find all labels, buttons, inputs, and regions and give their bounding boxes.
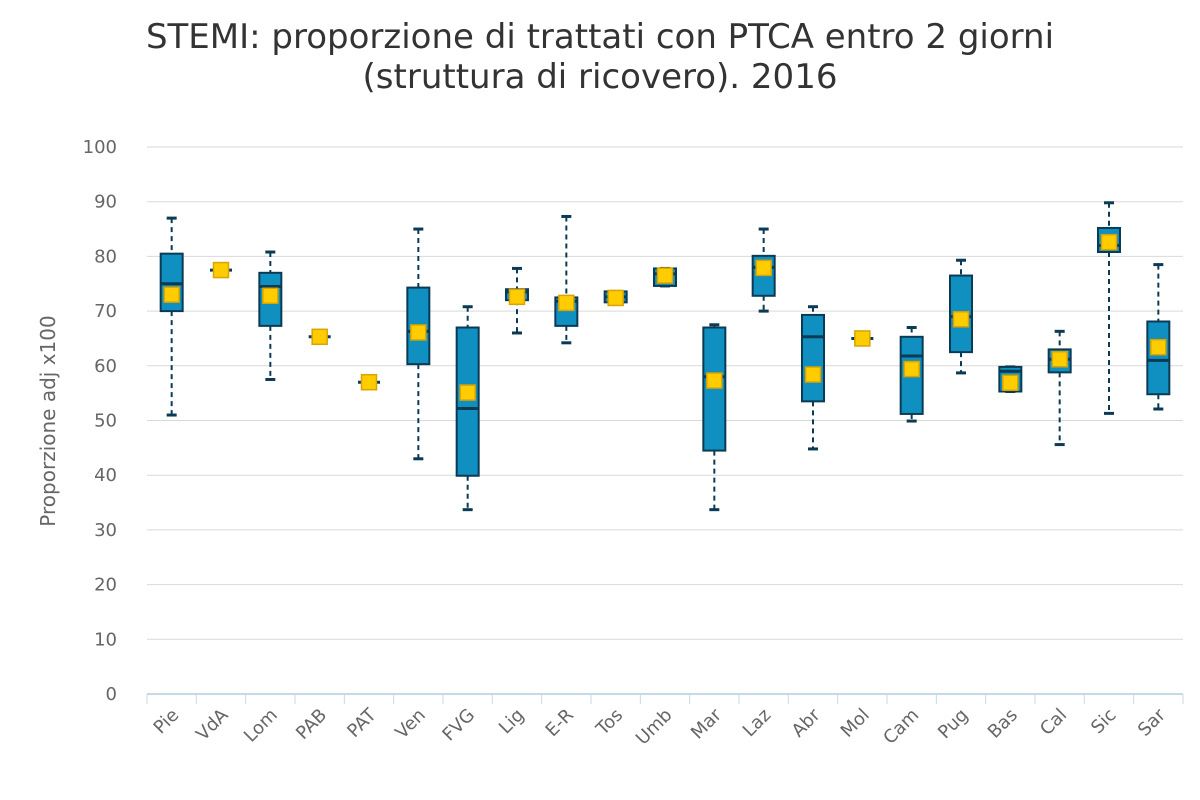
chart-title-line-1: STEMI: proporzione di trattati con PTCA … bbox=[146, 17, 1054, 57]
box-Sic bbox=[1097, 201, 1121, 415]
x-tick-label: Cal bbox=[1036, 705, 1071, 740]
x-tick-label: Mol bbox=[837, 705, 874, 742]
x-tick-label: Cam bbox=[879, 705, 923, 749]
gridlines bbox=[147, 146, 1183, 640]
mean-marker bbox=[262, 287, 279, 305]
x-tick-label: PAB bbox=[292, 705, 331, 744]
x-tick-label: Abr bbox=[788, 704, 825, 741]
mean-marker bbox=[1051, 350, 1068, 368]
x-tick-label: Pie bbox=[150, 705, 184, 739]
x-axis bbox=[146, 693, 1184, 704]
mean-marker bbox=[952, 311, 970, 328]
mean-marker bbox=[163, 286, 180, 303]
y-tick-label: 90 bbox=[94, 192, 117, 213]
x-tick-label: Sar bbox=[1134, 704, 1170, 740]
box-PAT bbox=[358, 373, 380, 391]
mean-marker bbox=[311, 328, 328, 346]
y-tick-label: 40 bbox=[94, 465, 117, 486]
y-tick-label: 0 bbox=[106, 684, 117, 705]
x-tick-label: E-R bbox=[542, 705, 578, 741]
x-tick-label: FVG bbox=[438, 705, 479, 746]
y-axis-label: Proporzione adj x100 bbox=[36, 315, 60, 526]
x-tick-label: Mar bbox=[687, 704, 726, 743]
box-Bas bbox=[998, 365, 1023, 394]
x-tick-label: Sic bbox=[1087, 705, 1120, 738]
y-tick-label: 10 bbox=[94, 629, 117, 650]
box-Pug bbox=[949, 258, 973, 375]
mean-marker bbox=[706, 372, 723, 389]
mean-marker bbox=[903, 360, 920, 378]
mean-marker bbox=[558, 294, 575, 312]
x-tick-label: Tos bbox=[592, 705, 628, 741]
box-Laz bbox=[751, 227, 776, 313]
chart-title-line-2: (struttura di ricovero). 2016 bbox=[363, 57, 838, 97]
mean-marker bbox=[459, 384, 476, 401]
x-tick-label: PAT bbox=[343, 704, 381, 742]
y-tick-label: 30 bbox=[94, 520, 117, 541]
box-VdA bbox=[210, 261, 232, 279]
box-Sar bbox=[1146, 263, 1171, 411]
mean-marker bbox=[804, 366, 822, 383]
box-Cal bbox=[1047, 329, 1072, 447]
y-tick-label: 80 bbox=[94, 246, 117, 267]
box-Ven bbox=[406, 227, 431, 461]
box-Tos bbox=[603, 289, 628, 307]
mean-marker bbox=[854, 330, 871, 347]
mean-marker bbox=[1150, 338, 1167, 356]
x-tick-label: Ven bbox=[391, 705, 429, 743]
x-tick-label: Lom bbox=[240, 705, 282, 747]
iqr-box bbox=[455, 326, 480, 477]
mean-marker bbox=[656, 267, 674, 284]
y-tick-labels: 0 10 20 30 40 50 60 70 80 90 100 bbox=[83, 137, 117, 705]
y-tick-label: 60 bbox=[94, 356, 117, 377]
mean-marker bbox=[410, 324, 427, 341]
y-tick-label: 20 bbox=[94, 575, 117, 596]
box-Pie bbox=[159, 216, 184, 417]
box-E-R bbox=[554, 214, 579, 345]
box-Abr bbox=[801, 305, 825, 451]
box-Mol bbox=[851, 330, 874, 347]
mean-marker bbox=[508, 288, 526, 306]
box-Umb bbox=[653, 266, 677, 288]
x-tick-label: VdA bbox=[192, 704, 233, 745]
x-tick-label: Laz bbox=[739, 705, 775, 741]
x-tick-label: Lig bbox=[495, 705, 529, 739]
y-tick-label: 100 bbox=[83, 137, 117, 158]
iqr-box bbox=[1146, 320, 1171, 396]
mean-marker bbox=[212, 261, 230, 279]
mean-marker bbox=[607, 289, 624, 307]
box-series bbox=[159, 201, 1171, 512]
x-tick-label: Pug bbox=[934, 705, 972, 743]
x-tick-labels: Pie VdA Lom PAB PAT Ven FVG Lig E-R Tos Umb Mar Laz A… bbox=[150, 704, 1171, 749]
box-PAB bbox=[308, 328, 331, 346]
box-Mar bbox=[702, 323, 727, 512]
iqr-box bbox=[702, 326, 727, 452]
y-tick-label: 70 bbox=[94, 301, 117, 322]
box-Lig bbox=[505, 266, 529, 335]
iqr-box bbox=[801, 313, 825, 403]
box-Lom bbox=[258, 250, 283, 381]
mean-marker bbox=[360, 373, 378, 391]
mean-marker bbox=[1100, 233, 1118, 251]
box-Cam bbox=[899, 326, 924, 423]
y-tick-label: 50 bbox=[94, 411, 117, 432]
mean-marker bbox=[755, 259, 772, 277]
x-tick-label: Umb bbox=[632, 705, 677, 750]
mean-marker bbox=[1002, 374, 1019, 392]
box-FVG bbox=[455, 305, 480, 512]
x-tick-label: Bas bbox=[984, 705, 1022, 743]
